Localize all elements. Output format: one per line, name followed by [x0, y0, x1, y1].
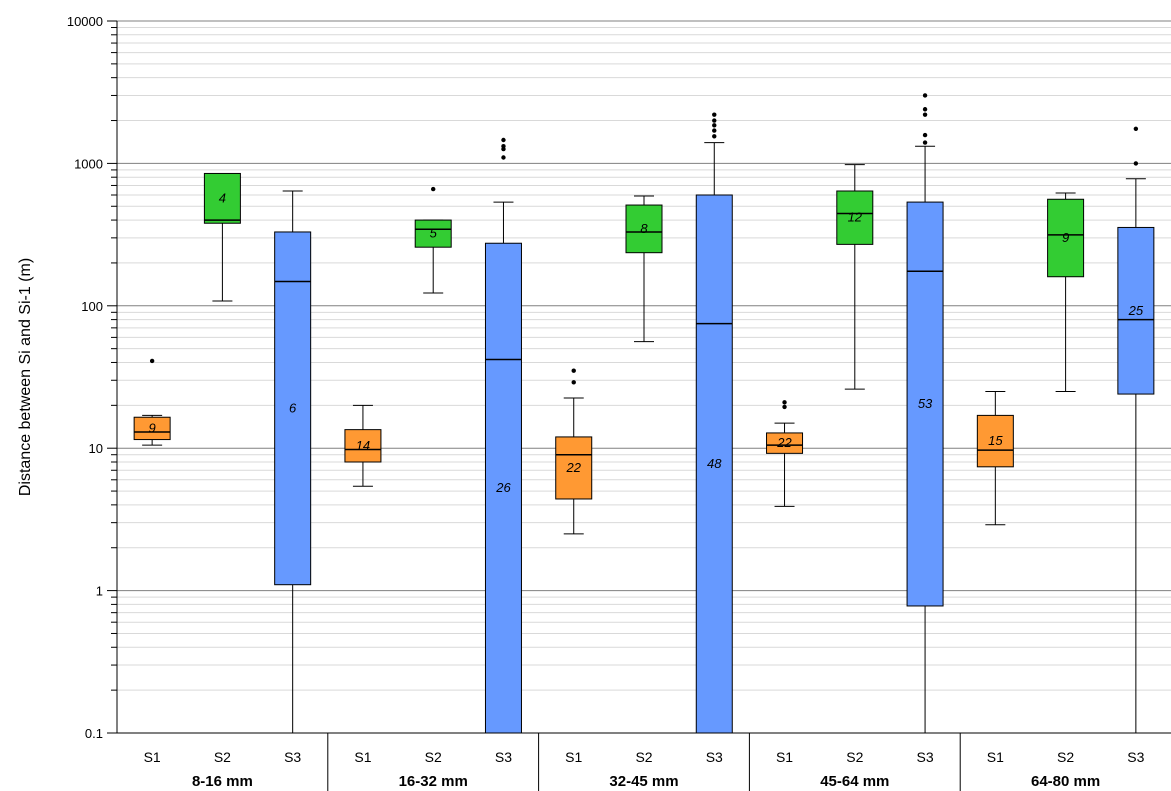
count-label: 4 — [219, 190, 226, 205]
box-sublabel: S3 — [706, 749, 723, 765]
axis-labels: 0.1 1 10 100 1000 10000 8-16 mm S1 S2 S3 16-32 mm S… — [67, 14, 1145, 790]
box-s2 — [203, 172, 241, 224]
box-s1 — [766, 432, 804, 454]
y-tick-label: 100 — [81, 299, 103, 314]
group-label: 32-45 mm — [609, 773, 678, 790]
outlier-point — [149, 358, 155, 364]
box-sublabel: S3 — [284, 749, 301, 765]
count-label: 25 — [1128, 303, 1144, 318]
box-sublabel: S2 — [846, 749, 863, 765]
y-tick-label: 10000 — [67, 14, 103, 29]
y-axis-title: Distance between Si and Si-1 (m) — [17, 258, 34, 496]
outlier-point — [922, 112, 928, 117]
box-s3 — [484, 242, 522, 734]
group-label: 16-32 mm — [399, 773, 468, 790]
box-sublabel: S1 — [144, 749, 161, 765]
box-sublabel: S1 — [776, 749, 793, 765]
box-sublabel: S3 — [917, 749, 934, 765]
count-label: 5 — [430, 226, 438, 241]
count-label: 9 — [1062, 230, 1069, 245]
count-label: 14 — [356, 438, 370, 453]
group-label: 64-80 mm — [1031, 773, 1100, 790]
outlier-point — [431, 186, 436, 192]
box-s2 — [1047, 198, 1085, 278]
box-sublabel: S1 — [354, 749, 371, 765]
box-series: 9 4 6 14 5 26 22 8 48 22 12 53 15 9 25 — [133, 93, 1155, 734]
outlier-point — [712, 134, 717, 139]
outlier-point — [922, 93, 928, 98]
count-label: 26 — [495, 480, 511, 495]
count-label: 8 — [640, 221, 648, 236]
y-tick-label: 1000 — [74, 156, 103, 171]
outlier-point — [571, 380, 576, 385]
outlier-point — [1133, 161, 1139, 166]
box-s2 — [414, 219, 452, 248]
outlier-point — [712, 123, 717, 128]
box-sublabel: S2 — [635, 749, 652, 765]
box-s1 — [133, 416, 171, 441]
outlier-point — [501, 137, 506, 143]
box-sublabel: S1 — [987, 749, 1004, 765]
outlier-point — [782, 404, 787, 410]
box-sublabel: S3 — [495, 749, 512, 765]
box-sublabel: S2 — [214, 749, 231, 765]
count-label: 48 — [707, 456, 722, 471]
outlier-point — [501, 144, 506, 149]
count-label: 6 — [289, 400, 297, 415]
box-s3 — [695, 194, 733, 734]
axes — [107, 20, 1171, 791]
outlier-point — [501, 155, 506, 160]
box-s2 — [625, 204, 663, 254]
box-s3 — [1117, 226, 1155, 395]
count-label: 12 — [848, 210, 863, 225]
outlier-point — [712, 112, 717, 117]
box-s2 — [836, 190, 874, 245]
box-sublabel: S2 — [1057, 749, 1074, 765]
outlier-point — [782, 400, 787, 405]
box-sublabel: S3 — [1127, 749, 1144, 765]
y-tick-label: 0.1 — [85, 726, 103, 741]
count-label: 15 — [988, 433, 1003, 448]
outlier-point — [922, 140, 928, 145]
outlier-point — [571, 368, 576, 373]
box-s3 — [906, 201, 944, 607]
box-s1 — [976, 414, 1014, 468]
group-label: 45-64 mm — [820, 773, 889, 790]
count-label: 53 — [918, 396, 933, 411]
y-tick-label: 1 — [96, 584, 103, 599]
box-sublabel: S1 — [565, 749, 582, 765]
box-s1 — [555, 436, 593, 500]
count-label: 22 — [776, 435, 792, 450]
box-s3 — [274, 231, 312, 586]
outlier-point — [712, 118, 717, 123]
group-label: 8-16 mm — [192, 773, 253, 790]
y-tick-label: 10 — [89, 441, 103, 456]
outlier-point — [922, 107, 928, 112]
count-label: 9 — [149, 420, 156, 435]
count-label: 22 — [565, 460, 581, 475]
box-sublabel: S2 — [425, 749, 442, 765]
outlier-point — [1133, 126, 1139, 131]
outlier-point — [712, 128, 717, 133]
box-s1 — [344, 429, 382, 463]
outlier-point — [922, 132, 928, 138]
